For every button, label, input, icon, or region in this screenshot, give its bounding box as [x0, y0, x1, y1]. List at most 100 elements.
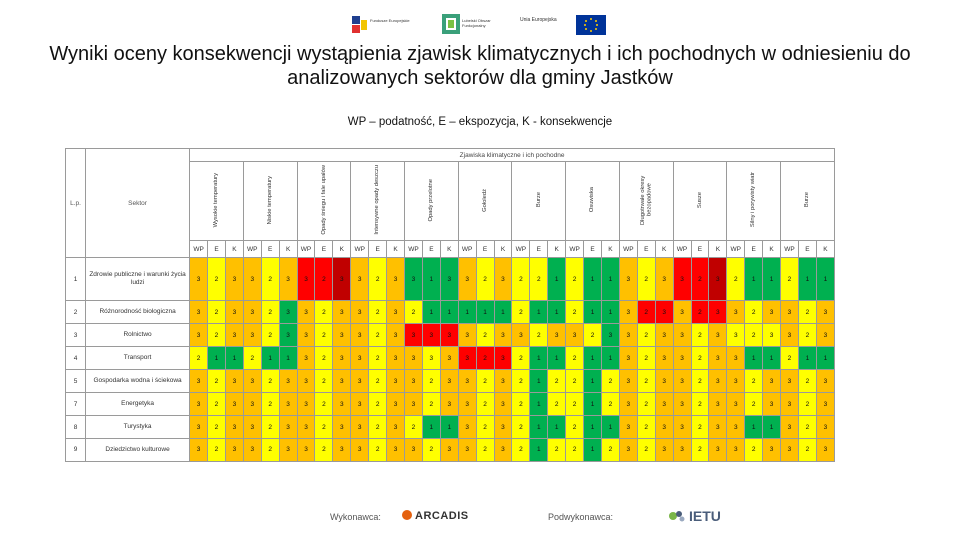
sub-header: WP — [780, 240, 799, 258]
value-cell: 2 — [511, 437, 531, 463]
value-cell: 2 — [475, 256, 495, 302]
sub-header: E — [368, 240, 388, 258]
value-cell: 3 — [457, 256, 477, 302]
value-cell: 2 — [368, 300, 388, 325]
value-cell: 3 — [224, 300, 244, 325]
sub-header: E — [744, 240, 764, 258]
value-cell: 2 — [314, 256, 334, 302]
value-cell: 1 — [744, 346, 764, 371]
value-cell: 2 — [314, 346, 334, 371]
value-cell: 2 — [636, 437, 656, 463]
row-lp: 3 — [64, 323, 87, 348]
value-cell: 3 — [224, 256, 244, 302]
table-row: 1 Zdrowie publiczne i warunki życia ludzi… — [64, 256, 836, 302]
value-cell: 2 — [636, 392, 656, 417]
value-cell: 1 — [744, 256, 764, 302]
value-cell: 2 — [260, 392, 280, 417]
value-cell: 3 — [672, 300, 692, 325]
value-cell: 3 — [457, 323, 477, 348]
sub-header: WP — [565, 240, 585, 258]
value-cell: 2 — [314, 323, 334, 348]
fundusze-europejskie-logo — [352, 16, 367, 33]
value-cell: 1 — [762, 346, 782, 371]
value-cell: 3 — [224, 369, 244, 394]
value-cell: 3 — [762, 369, 782, 394]
value-cell: 3 — [654, 300, 674, 325]
value-cell: 2 — [600, 437, 620, 463]
value-cell: 2 — [314, 437, 334, 463]
page-subtitle: WP – podatność, E – ekspozycja, K - kons… — [347, 116, 613, 128]
value-cell: 3 — [350, 437, 370, 463]
sub-header: E — [636, 240, 656, 258]
value-cell: 2 — [636, 369, 656, 394]
value-cell: 3 — [386, 437, 405, 463]
sub-header: WP — [189, 240, 209, 258]
value-cell: 2 — [565, 346, 585, 371]
value-cell: 3 — [457, 415, 477, 439]
sub-header: E — [421, 240, 441, 258]
table-row: 3 Rolnictwo 3 2 3 3 2 3 3 2 3 3 2 3 3 3 3 3 2 3 3 2 3 3 2 3 3 2 3 3 2 3… — [64, 323, 836, 348]
value-cell: 3 — [708, 392, 728, 417]
value-cell: 3 — [708, 323, 728, 348]
value-cell: 2 — [690, 323, 710, 348]
value-cell: 1 — [797, 256, 817, 302]
value-cell: 2 — [242, 346, 262, 371]
value-cell: 3 — [618, 392, 638, 417]
value-cell: 2 — [600, 369, 620, 394]
row-lp: 4 — [64, 346, 87, 371]
value-cell: 3 — [350, 369, 370, 394]
eu-flag-icon — [576, 15, 606, 35]
value-cell: 2 — [314, 392, 334, 417]
value-cell: 3 — [189, 323, 209, 348]
value-cell: 3 — [672, 437, 692, 463]
value-cell: 1 — [600, 300, 620, 325]
sub-header: K — [600, 240, 620, 258]
value-cell: 3 — [296, 323, 316, 348]
sub-header: WP — [511, 240, 531, 258]
value-cell: 1 — [421, 256, 441, 302]
value-cell: 3 — [762, 437, 782, 463]
value-cell: 3 — [511, 323, 531, 348]
value-cell: 2 — [207, 369, 226, 394]
value-cell: 2 — [260, 256, 280, 302]
value-cell: 1 — [421, 300, 441, 325]
value-cell: 3 — [224, 437, 244, 463]
value-cell: 2 — [207, 300, 226, 325]
value-cell: 3 — [618, 437, 638, 463]
value-cell: 3 — [189, 392, 209, 417]
lubelski-obszar-logo — [442, 14, 460, 34]
phenomenon-label: Burze — [804, 192, 811, 208]
value-cell: 2 — [368, 323, 388, 348]
sub-header: WP — [618, 240, 638, 258]
value-cell: 3 — [726, 300, 746, 325]
value-cell: 3 — [654, 346, 674, 371]
value-cell: 3 — [493, 415, 513, 439]
row-sektor: Energetyka — [85, 392, 191, 417]
value-cell: 1 — [762, 415, 782, 439]
value-cell: 3 — [278, 369, 298, 394]
sub-header: K — [278, 240, 298, 258]
value-cell: 2 — [314, 369, 334, 394]
value-cell: 3 — [815, 300, 836, 325]
value-cell: 3 — [493, 369, 513, 394]
value-cell: 2 — [529, 256, 549, 302]
value-cell: 1 — [583, 369, 602, 394]
results-table: L.p. Sektor Zjawiska klimatyczne i ich p… — [64, 148, 836, 463]
value-cell: 3 — [565, 323, 585, 348]
row-sektor: Gospodarka wodna i ściekowa — [85, 369, 191, 394]
value-cell: 3 — [278, 392, 298, 417]
value-cell: 2 — [636, 300, 656, 325]
value-cell: 1 — [529, 392, 549, 417]
phenomenon-header: Osuwiska — [565, 161, 620, 241]
value-cell: 3 — [350, 392, 370, 417]
arcadis-name: ARCADIS — [415, 510, 469, 522]
value-cell: 2 — [690, 369, 710, 394]
value-cell: 2 — [797, 369, 817, 394]
value-cell: 2 — [511, 392, 531, 417]
value-cell: 3 — [457, 346, 477, 371]
value-cell: 3 — [296, 346, 316, 371]
value-cell: 2 — [260, 323, 280, 348]
phenomenon-label: Gołoledź — [481, 188, 488, 212]
value-cell: 3 — [350, 256, 370, 302]
value-cell: 3 — [618, 300, 638, 325]
